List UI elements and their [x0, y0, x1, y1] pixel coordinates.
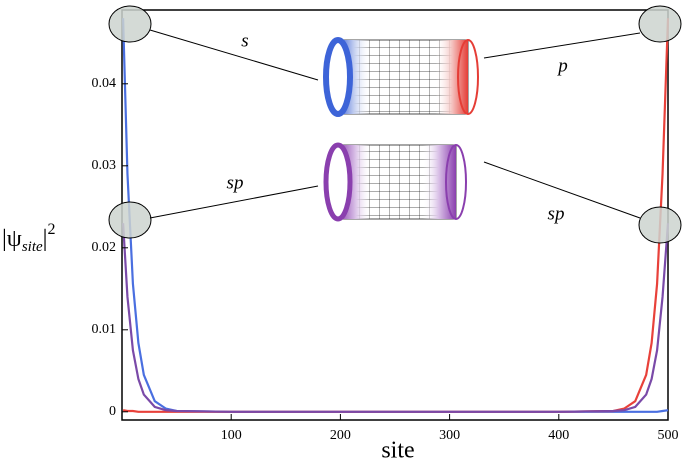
x-tick-label: 400: [548, 428, 569, 443]
cylinder-sp: [323, 142, 467, 222]
annotation: p: [556, 55, 568, 76]
y-axis-label: |ψsite|2: [2, 221, 55, 256]
annotation: sp: [227, 172, 244, 193]
y-label-subscript: site: [22, 239, 43, 255]
y-tick-label: 0.03: [92, 158, 117, 173]
y-tick-label: 0: [109, 404, 116, 419]
series-line: [121, 223, 670, 413]
y-tick-label: 0.01: [92, 322, 117, 337]
y-tick-label: 0.02: [92, 240, 117, 255]
y-label-symbol: |ψ: [2, 226, 22, 252]
y-label-superscript: 2: [47, 221, 55, 238]
annotation: sp: [548, 203, 565, 224]
x-tick-label: 200: [330, 428, 351, 443]
cylinder-s-p: [323, 37, 479, 117]
y-label-close: |: [43, 226, 48, 252]
annotation: s: [241, 30, 248, 51]
callouts: [108, 5, 682, 244]
x-tick-label: 100: [221, 428, 242, 443]
y-tick-label: 0.04: [92, 76, 117, 91]
x-axis-label: site: [381, 438, 414, 464]
x-tick-label: 500: [658, 428, 679, 443]
x-tick-label: 300: [439, 428, 460, 443]
